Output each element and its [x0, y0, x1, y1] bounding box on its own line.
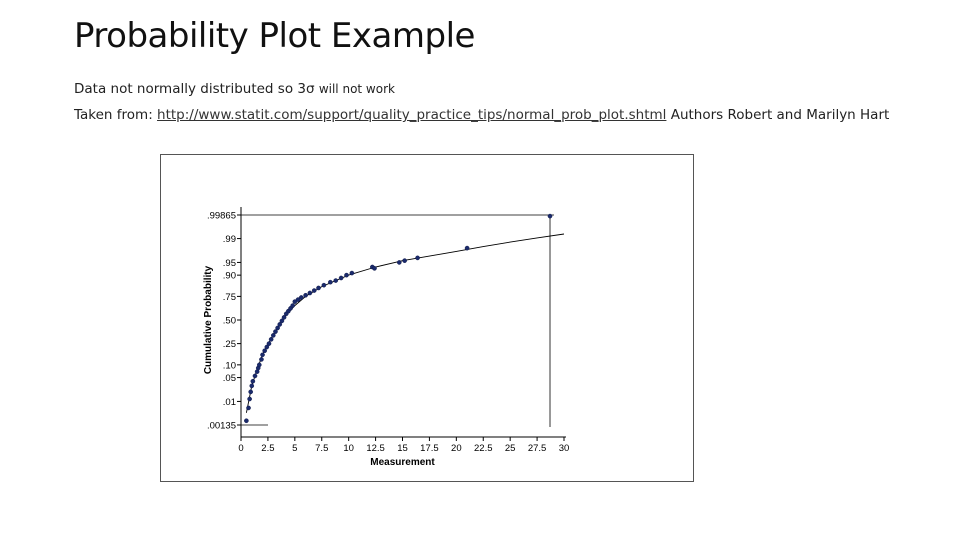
data-point	[464, 245, 470, 251]
data-point	[271, 333, 276, 338]
note-suffix: will not work	[318, 82, 395, 96]
data-point	[277, 322, 283, 327]
data-point	[246, 405, 251, 411]
data-point	[279, 318, 285, 324]
data-point	[268, 337, 274, 342]
y-tick-label: .01	[223, 397, 236, 408]
y-tick-label: .25	[223, 339, 236, 350]
probability-plot: .00135 .01 .05 .10 .25 .50 .75 .90 .95 .99 .99865 0…	[160, 154, 694, 482]
data-point	[260, 352, 265, 358]
y-tick-label: .10	[223, 360, 236, 371]
y-tick-label: .99	[223, 234, 236, 245]
data-point	[333, 278, 339, 283]
y-tick-label: .00135	[207, 421, 236, 432]
y-tick-label: .99865	[207, 211, 236, 222]
x-tick-label: 5	[292, 443, 297, 454]
note-text: Data not normally distributed so 3σ	[74, 81, 315, 97]
data-point	[247, 396, 252, 402]
x-tick-label: 17.5	[420, 443, 439, 454]
data-point	[295, 297, 301, 302]
x-tick-label: 25	[505, 443, 516, 454]
y-tick-label: .05	[223, 373, 236, 384]
data-point	[244, 418, 249, 424]
probability-plot-svg: .00135 .01 .05 .10 .25 .50 .75 .90 .95 .99 .99865 0…	[203, 207, 570, 468]
data-point	[275, 325, 280, 331]
data-point	[328, 279, 333, 285]
data-point	[281, 315, 287, 320]
data-point	[316, 285, 321, 291]
data-point	[266, 341, 272, 346]
x-tick-label: 20	[451, 443, 462, 454]
data-point	[338, 275, 344, 281]
y-tick-label: .90	[223, 271, 236, 282]
data-point	[249, 383, 255, 389]
data-point	[311, 288, 317, 293]
y-tick-label: .50	[223, 316, 236, 327]
x-tick-label: 22.5	[474, 443, 493, 454]
x-tick-label: 7.5	[315, 443, 328, 454]
x-tick-label: 0	[238, 443, 243, 454]
x-tick-label: 10	[343, 443, 354, 454]
data-point	[264, 344, 270, 350]
slide-title: Probability Plot Example	[74, 16, 475, 56]
x-tick-label: 2.5	[261, 443, 274, 454]
data-point	[396, 260, 402, 265]
data-point	[290, 303, 295, 308]
x-tick-label: 15	[397, 443, 408, 454]
source-suffix: Authors Robert and Marilyn Hart	[666, 107, 890, 123]
data-point	[372, 266, 377, 271]
data-point	[252, 373, 258, 379]
x-tick-label: 12.5	[366, 443, 385, 454]
data-point	[402, 258, 407, 263]
data-point	[257, 362, 262, 368]
data-point	[321, 282, 327, 288]
x-axis-label: Measurement	[370, 457, 435, 468]
note-line: Data not normally distributed so 3σ will…	[74, 81, 395, 97]
data-point	[248, 389, 253, 395]
data-point	[344, 272, 349, 278]
data-point	[292, 299, 298, 304]
data-point	[415, 255, 420, 261]
data-point	[298, 295, 304, 300]
y-tick-label: .95	[223, 258, 236, 269]
data-point	[262, 348, 267, 354]
source-link[interactable]: http://www.statit.com/support/quality_pr…	[157, 107, 667, 123]
source-line: Taken from: http://www.statit.com/suppor…	[74, 105, 914, 125]
data-point	[273, 329, 278, 334]
data-point	[547, 213, 553, 219]
data-point	[307, 290, 313, 296]
source-prefix: Taken from:	[74, 107, 158, 123]
x-tick-label: 27.5	[528, 443, 547, 454]
y-tick-label: .75	[223, 292, 236, 303]
data-point	[259, 357, 264, 362]
data-point	[303, 292, 308, 298]
data-point	[250, 378, 256, 384]
y-axis-label: Cumulative Probability	[203, 265, 214, 374]
x-tick-label: 30	[559, 443, 570, 454]
data-point	[349, 270, 355, 276]
